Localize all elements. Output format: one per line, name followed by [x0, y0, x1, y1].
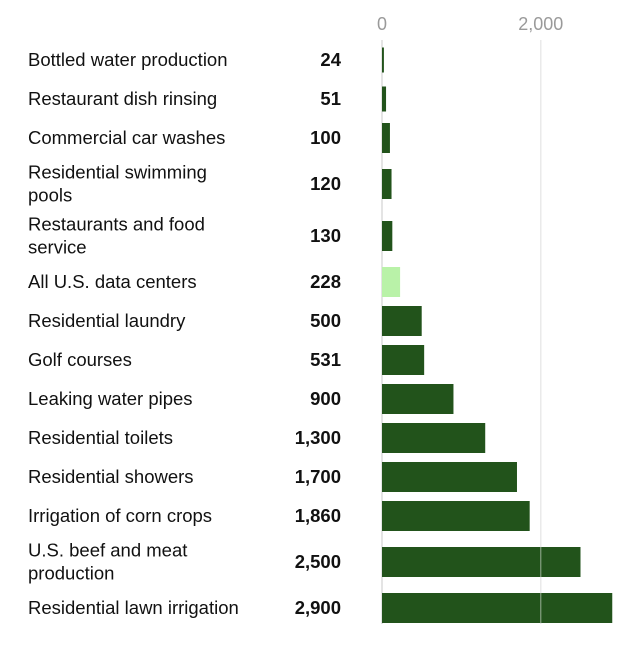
category-label: All U.S. data centers — [28, 271, 197, 292]
bar — [382, 221, 393, 251]
category-label: service — [28, 237, 87, 258]
bar — [382, 306, 422, 336]
value-label: 51 — [320, 88, 341, 109]
bar — [382, 345, 425, 375]
value-label: 1,300 — [295, 427, 341, 448]
value-label: 531 — [310, 349, 341, 370]
x-tick-label: 0 — [377, 14, 387, 34]
category-label: U.S. beef and meat — [28, 540, 187, 561]
category-label: Residential laundry — [28, 310, 186, 331]
value-label: 2,500 — [295, 551, 341, 572]
category-label: Irrigation of corn crops — [28, 505, 212, 526]
bar — [382, 123, 390, 153]
category-label: Golf courses — [28, 349, 132, 370]
bar — [382, 267, 401, 297]
bar — [382, 384, 454, 414]
value-labels: 24 51 100 120 130 228 500 531 900 1,300 1,700 1,860… — [295, 49, 342, 618]
bar — [382, 462, 517, 492]
bar — [382, 169, 392, 199]
category-label: pools — [28, 185, 72, 206]
category-label: Commercial car washes — [28, 127, 225, 148]
value-label: 120 — [310, 173, 341, 194]
category-label: production — [28, 563, 114, 584]
bar — [382, 547, 581, 577]
value-label: 500 — [310, 310, 341, 331]
bar — [382, 593, 613, 623]
bars — [382, 47, 613, 623]
category-label: Leaking water pipes — [28, 388, 193, 409]
category-label: Residential swimming — [28, 162, 207, 183]
value-label: 100 — [310, 127, 341, 148]
x-tick-label: 2,000 — [518, 14, 563, 34]
bar — [382, 47, 384, 73]
value-label: 900 — [310, 388, 341, 409]
category-label: Restaurant dish rinsing — [28, 88, 217, 109]
value-label: 228 — [310, 271, 341, 292]
bar — [382, 423, 486, 453]
value-label: 130 — [310, 225, 341, 246]
category-label: Bottled water production — [28, 49, 228, 70]
category-label: Restaurants and food — [28, 214, 205, 235]
value-label: 1,700 — [295, 466, 341, 487]
category-label: Residential showers — [28, 466, 194, 487]
value-label: 1,860 — [295, 505, 341, 526]
value-label: 2,900 — [295, 597, 341, 618]
x-axis-ticks: 0 2,000 — [377, 14, 563, 34]
bar — [382, 501, 530, 531]
category-label: Residential toilets — [28, 427, 173, 448]
value-label: 24 — [320, 49, 341, 70]
category-label: Residential lawn irrigation — [28, 597, 239, 618]
bar — [382, 86, 387, 112]
category-labels: Bottled water production Restaurant dish … — [28, 49, 239, 618]
